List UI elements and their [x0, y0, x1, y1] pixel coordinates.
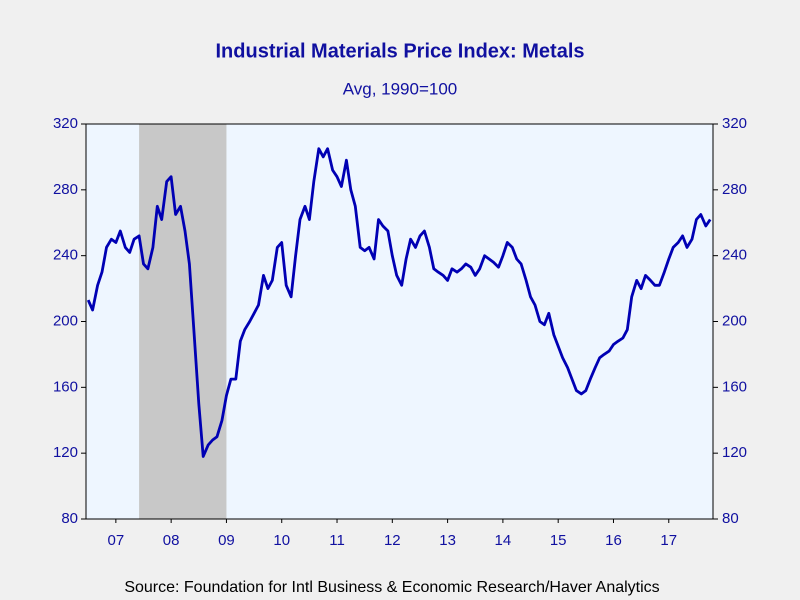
data-line	[86, 147, 712, 458]
chart-subtitle: Avg, 1990=100	[343, 79, 458, 98]
x-tick-label: 12	[384, 532, 401, 549]
y2-tick-label: 320	[722, 115, 747, 132]
y-tick-label: 280	[53, 181, 78, 198]
y2-tick-label: 280	[722, 181, 747, 198]
y-tick-label: 200	[53, 312, 78, 329]
x-tick-label: 07	[108, 532, 125, 549]
chart-title: Industrial Materials Price Index: Metals	[215, 40, 584, 62]
recession-band	[139, 124, 227, 519]
x-tick-label: 09	[218, 532, 235, 549]
x-tick-label: 08	[163, 532, 180, 549]
y2-tick-label: 200	[722, 312, 747, 329]
y2-tick-label: 80	[722, 510, 739, 527]
x-tick-label: 14	[495, 532, 512, 549]
x-tick-label: 13	[439, 532, 456, 549]
x-tick-label: 16	[605, 532, 622, 549]
y-tick-label: 120	[53, 444, 78, 461]
y-tick-label: 160	[53, 378, 78, 395]
y-tick-label: 80	[61, 510, 78, 527]
y-tick-label: 240	[53, 247, 78, 264]
x-tick-label: 10	[273, 532, 290, 549]
plot-border	[85, 123, 714, 520]
x-tick-label: 17	[660, 532, 677, 549]
x-tick-label: 15	[550, 532, 567, 549]
x-tick-label: 11	[329, 532, 345, 549]
y2-tick-label: 120	[722, 444, 747, 461]
y2-tick-label: 160	[722, 378, 747, 395]
y-tick-label: 320	[53, 115, 78, 132]
y2-tick-label: 240	[722, 247, 747, 264]
source-note: Source: Foundation for Intl Business & E…	[124, 579, 659, 596]
